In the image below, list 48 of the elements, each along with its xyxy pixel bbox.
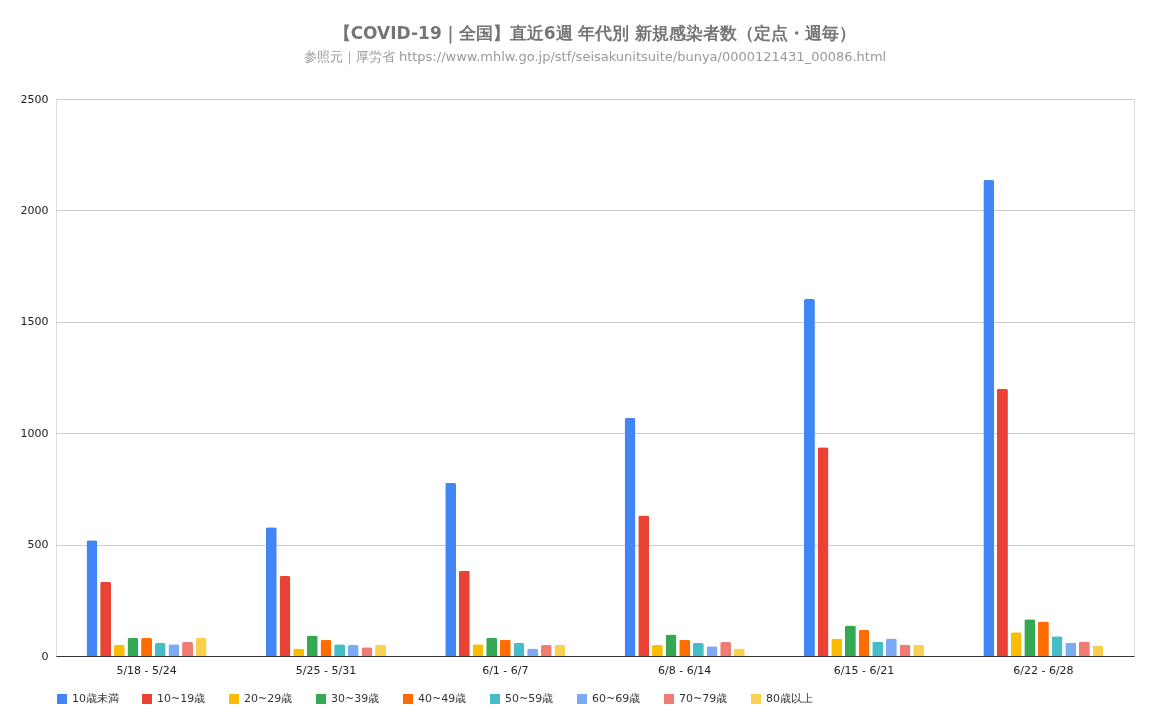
bar: [445, 482, 457, 656]
legend-label: 40~49歳: [418, 692, 467, 705]
bar: [692, 643, 704, 656]
bar: [858, 629, 870, 656]
y-tick-label: 2500: [20, 92, 49, 106]
bar: [983, 180, 995, 656]
bar: [638, 515, 650, 656]
x-tick-label: 6/22 - 6/28: [1013, 663, 1074, 677]
x-tick-label: 5/25 - 5/31: [295, 663, 357, 677]
x-tick-label: 5/18 - 5/24: [116, 663, 177, 677]
bar: [279, 576, 291, 656]
bar: [1037, 621, 1049, 656]
legend-label: 70~79歳: [679, 692, 728, 705]
bar: [86, 540, 98, 656]
legend-label: 80歳以上: [766, 692, 813, 705]
bar: [375, 645, 387, 656]
bar: [844, 625, 856, 656]
legend-label: 10~19歳: [157, 692, 206, 705]
y-tick-label: 1500: [20, 315, 49, 329]
bar: [154, 643, 166, 656]
y-tick-label: 0: [41, 649, 49, 663]
y-tick-label: 1000: [20, 426, 49, 440]
bar: [817, 447, 829, 656]
chart-subtitle: 参照元｜厚労省 https://www.mhlw.go.jp/stf/seisakunitsuite/bunya/0000121431_00086.html: [303, 49, 887, 65]
bar: [720, 641, 732, 656]
legend-label: 30~39歳: [331, 692, 380, 705]
bar: [347, 645, 359, 656]
x-tick-label: 6/8 - 6/14: [658, 663, 712, 677]
bar: [996, 388, 1008, 656]
bar: [651, 645, 663, 656]
legend-label: 60~69歳: [592, 692, 641, 705]
bar: [458, 570, 470, 656]
legend-label: 50~59歳: [505, 692, 554, 705]
y-tick-label: 500: [27, 538, 49, 552]
x-tick-label: 6/1 - 6/7: [482, 663, 529, 677]
y-tick-label: 2000: [20, 203, 49, 217]
bar: [127, 637, 139, 656]
legend-label: 20~29歳: [244, 692, 293, 705]
x-tick-label: 6/15 - 6/21: [833, 663, 895, 677]
bar: [100, 581, 112, 656]
chart-title: 【COVID-19｜全国】直近6週 年代別 新規感染者数（定点・週毎）: [333, 23, 857, 44]
bar: [113, 645, 125, 656]
bar: [624, 418, 636, 656]
legend-label: 10歳未満: [72, 692, 119, 705]
bar: [540, 645, 552, 656]
bar: [195, 637, 207, 656]
bar: [265, 527, 277, 656]
bar: [803, 299, 815, 656]
